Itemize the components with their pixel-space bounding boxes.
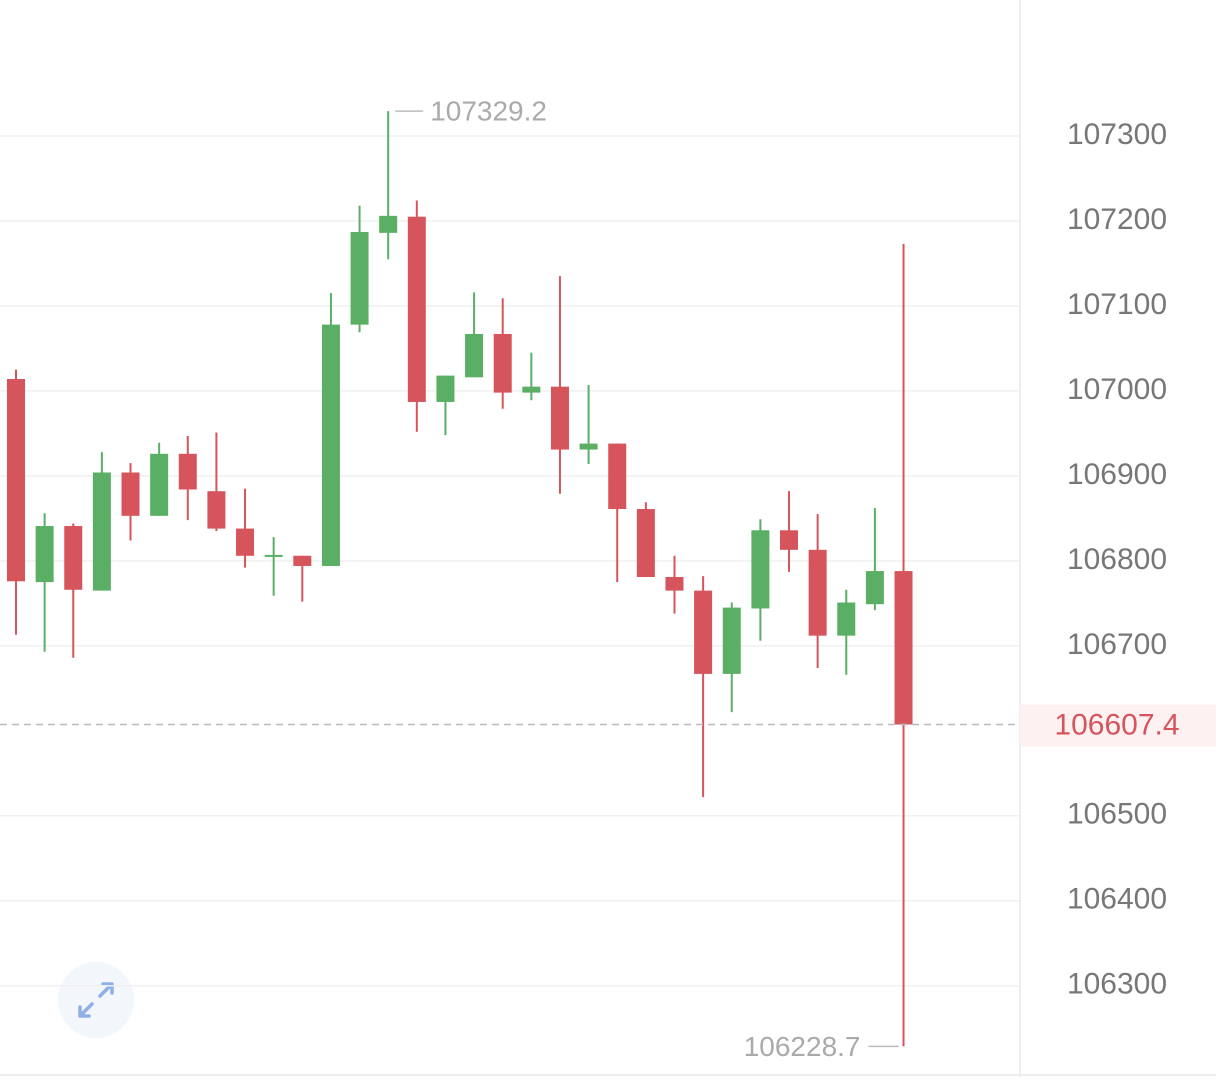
candle-body [321,324,340,566]
y-tick-label: 106700 [1067,628,1167,661]
candle-body [465,333,484,378]
expand-button[interactable] [58,962,134,1038]
high-label: 107329.2 [430,96,547,127]
candle-body [264,554,283,557]
current-price-label: 106607.4 [1054,708,1179,741]
candle-body [407,216,426,402]
candle-body [178,453,197,490]
candle-body [350,231,369,325]
candle-body [236,528,255,556]
y-tick-label: 106400 [1067,883,1167,916]
candle-body [493,333,512,393]
candle-body [694,590,713,674]
y-tick-label: 107300 [1067,118,1167,151]
low-label: 106228.7 [744,1031,861,1062]
candle-body [64,526,83,590]
candle-body [522,386,541,393]
candle-body [837,602,856,636]
candle-body [92,472,111,591]
candle-body [665,577,684,591]
current-price-bg [1020,704,1216,747]
candle-body [894,571,913,725]
y-tick-label: 106300 [1067,968,1167,1001]
candle-body [722,607,741,674]
expand-icon[interactable] [78,982,114,1018]
candle-body [7,379,25,582]
candle-body [865,571,884,605]
y-tick-label: 107200 [1067,203,1167,236]
expand-bg[interactable] [58,962,134,1038]
candle-body [436,375,455,402]
candle-body [808,549,827,636]
candle-body [293,555,312,566]
candle-body [379,215,398,233]
candle-body [780,530,799,550]
y-tick-label: 106500 [1067,798,1167,831]
candle-body [751,530,770,609]
candle-body [550,386,569,450]
candle-body [207,491,226,529]
y-tick-label: 106800 [1067,543,1167,576]
y-tick-label: 106900 [1067,458,1167,491]
candle-body [608,443,627,510]
candle-body [150,453,169,516]
y-tick-label: 107000 [1067,373,1167,406]
candle-body [636,509,655,578]
candle-body [35,526,54,583]
candle-body [121,472,140,516]
candle-body [579,443,598,450]
y-tick-label: 107100 [1067,288,1167,321]
